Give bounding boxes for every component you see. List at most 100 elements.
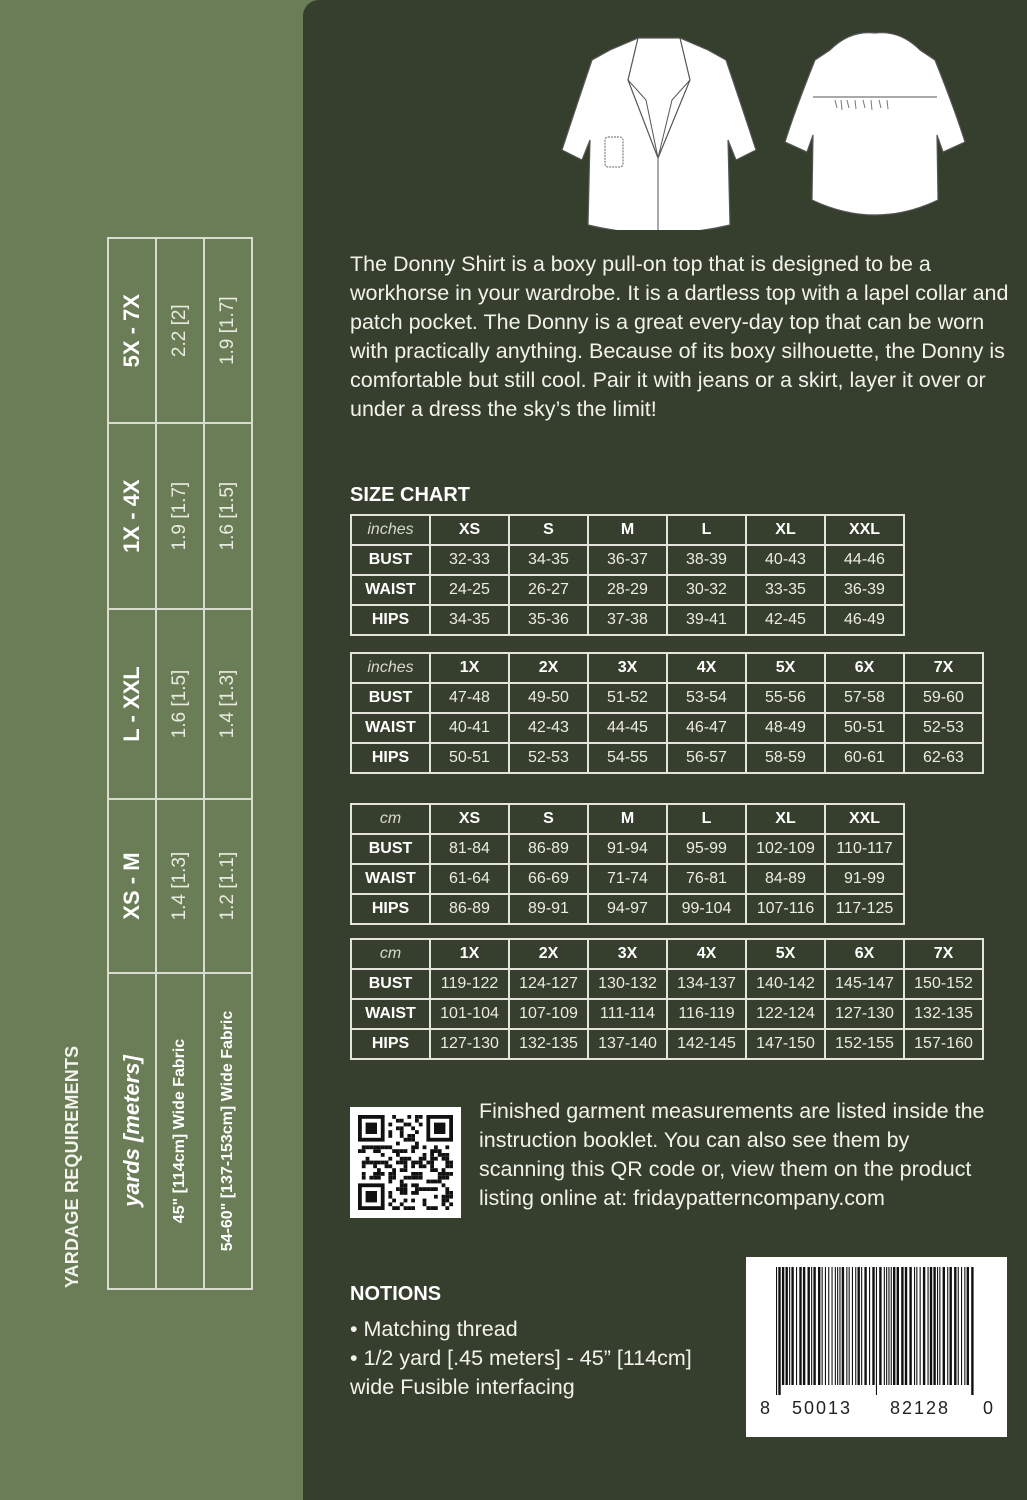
measurement-cell: 84-89 — [745, 863, 826, 895]
barcode-digit: 0 — [983, 1398, 994, 1418]
size-row: WAIST 101-104 107-109 111-114 116-119 122-124… — [350, 998, 984, 1030]
measurement-cell: 50-51 — [824, 712, 905, 744]
shirt-back-illustration — [784, 32, 966, 216]
measurement-cell: 36-37 — [587, 544, 668, 576]
size-row: WAIST 40-41 42-43 44-45 46-47 48-49 50-51 52-53 — [350, 712, 984, 744]
size-header: XXL — [824, 803, 905, 835]
size-header: M — [587, 514, 668, 546]
measurement-cell: 130-132 — [587, 968, 668, 1000]
yardage-table: yards [meters] XS - M L - XXL 1X - 4X 5X… — [107, 237, 253, 1290]
measurement-label: HIPS — [350, 742, 431, 774]
measurement-label: WAIST — [350, 574, 431, 606]
measurement-cell: 38-39 — [666, 544, 747, 576]
measurement-cell: 53-54 — [666, 682, 747, 714]
yardage-cell: 1.2 [1.1] — [204, 799, 252, 973]
size-table-inches: inches 1X 2X 3X 4X 5X 6X 7X BUST 47-48 49-50 51-52 5… — [350, 652, 984, 774]
measurement-cell: 58-59 — [745, 742, 826, 774]
measurement-cell: 60-61 — [824, 742, 905, 774]
size-header: 7X — [903, 938, 984, 970]
size-table-cm: cm 1X 2X 3X 4X 5X 6X 7X BUST 119-122 124-127 130-13… — [350, 938, 984, 1060]
measurement-cell: 147-150 — [745, 1028, 826, 1060]
size-header: 4X — [666, 652, 747, 684]
measurement-cell: 134-137 — [666, 968, 747, 1000]
yardage-row: 54-60" [137-153cm] Wide Fabric 1.2 [1.1]… — [204, 238, 252, 1289]
yardage-cell: 1.4 [1.3] — [156, 799, 204, 973]
finished-measurements-note: Finished garment measurements are listed… — [479, 1099, 985, 1210]
yardage-unit-label: yards [meters] — [108, 973, 156, 1289]
measurement-cell: 28-29 — [587, 574, 668, 606]
measurement-cell: 142-145 — [666, 1028, 747, 1060]
measurement-cell: 34-35 — [508, 544, 589, 576]
measurement-cell: 57-58 — [824, 682, 905, 714]
notion-item: • Matching thread — [350, 1317, 518, 1341]
measurement-label: WAIST — [350, 998, 431, 1030]
measurement-cell: 32-33 — [429, 544, 510, 576]
qr-code[interactable] — [350, 1107, 461, 1218]
barcode-digit: 50013 — [792, 1398, 853, 1418]
measurement-cell: 86-89 — [429, 893, 510, 925]
yardage-cell: 1.6 [1.5] — [156, 608, 204, 800]
size-header: 4X — [666, 938, 747, 970]
measurement-cell: 127-130 — [429, 1028, 510, 1060]
size-header: XS — [429, 514, 510, 546]
measurement-cell: 55-56 — [745, 682, 826, 714]
measurement-cell: 33-35 — [745, 574, 826, 606]
measurement-cell: 51-52 — [587, 682, 668, 714]
measurement-cell: 50-51 — [429, 742, 510, 774]
measurement-cell: 86-89 — [508, 833, 589, 865]
measurement-cell: 132-135 — [508, 1028, 589, 1060]
measurement-cell: 102-109 — [745, 833, 826, 865]
measurement-cell: 66-69 — [508, 863, 589, 895]
measurement-cell: 46-47 — [666, 712, 747, 744]
measurement-cell: 62-63 — [903, 742, 984, 774]
size-header: M — [587, 803, 668, 835]
unit-label: inches — [350, 514, 431, 546]
size-table-header: cm XS S M L XL XXL — [350, 803, 905, 835]
measurement-cell: 110-117 — [824, 833, 905, 865]
size-row: WAIST 61-64 66-69 71-74 76-81 84-89 91-99 — [350, 863, 905, 895]
notions-title: NOTIONS — [350, 1283, 442, 1305]
barcode: 8 50013 82128 0 — [746, 1257, 1007, 1437]
size-header: S — [508, 803, 589, 835]
size-header: L — [666, 803, 747, 835]
measurement-cell: 127-130 — [824, 998, 905, 1030]
measurement-cell: 46-49 — [824, 604, 905, 636]
measurement-label: HIPS — [350, 1028, 431, 1060]
measurement-cell: 49-50 — [508, 682, 589, 714]
measurement-cell: 61-64 — [429, 863, 510, 895]
measurement-cell: 42-45 — [745, 604, 826, 636]
left-panel — [0, 0, 305, 1500]
size-header: 6X — [824, 652, 905, 684]
measurement-cell: 89-91 — [508, 893, 589, 925]
barcode-bars — [776, 1267, 974, 1395]
measurement-cell: 94-97 — [587, 893, 668, 925]
yardage-cell: 1.9 [1.7] — [204, 238, 252, 424]
unit-label: cm — [350, 938, 431, 970]
yardage-col: 5X - 7X — [108, 238, 156, 424]
measurement-label: HIPS — [350, 893, 431, 925]
yardage-col: XS - M — [108, 799, 156, 973]
measurement-cell: 91-94 — [587, 833, 668, 865]
measurement-cell: 124-127 — [508, 968, 589, 1000]
size-chart-title: SIZE CHART — [350, 484, 470, 506]
measurement-cell: 30-32 — [666, 574, 747, 606]
size-header: 2X — [508, 938, 589, 970]
measurement-cell: 44-45 — [587, 712, 668, 744]
measurement-cell: 91-99 — [824, 863, 905, 895]
qr-code-pattern — [358, 1115, 453, 1210]
size-row: WAIST 24-25 26-27 28-29 30-32 33-35 36-39 — [350, 574, 905, 606]
measurement-cell: 59-60 — [903, 682, 984, 714]
measurement-cell: 40-43 — [745, 544, 826, 576]
size-header: 2X — [508, 652, 589, 684]
measurement-cell: 117-125 — [824, 893, 905, 925]
measurement-cell: 44-46 — [824, 544, 905, 576]
measurement-cell: 137-140 — [587, 1028, 668, 1060]
measurement-cell: 81-84 — [429, 833, 510, 865]
size-header: 1X — [429, 652, 510, 684]
yardage-cell: 1.4 [1.3] — [204, 608, 252, 800]
measurement-cell: 111-114 — [587, 998, 668, 1030]
size-header: 1X — [429, 938, 510, 970]
measurement-cell: 39-41 — [666, 604, 747, 636]
measurement-label: BUST — [350, 682, 431, 714]
size-header: 7X — [903, 652, 984, 684]
